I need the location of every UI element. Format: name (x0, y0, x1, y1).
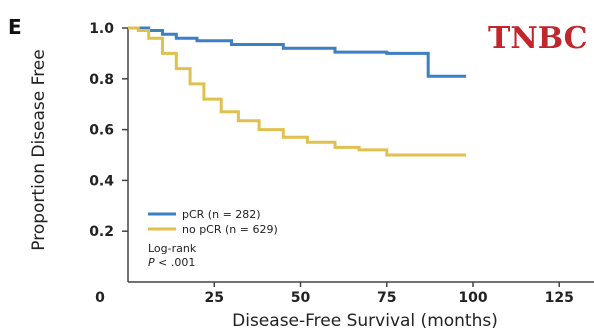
legend-label-no-pcr: no pCR (n = 629) (182, 223, 278, 236)
y-tick-label: 1.0 (89, 21, 114, 37)
axes (127, 28, 594, 283)
x-tick-label: 75 (377, 290, 396, 306)
x-axis-title: Disease-Free Survival (months) (232, 311, 498, 331)
p-value-label: P < .001 (148, 256, 195, 269)
p-symbol: P (148, 256, 155, 269)
series-lines (128, 26, 467, 157)
series-line-no-pcr (128, 26, 467, 157)
legend-label-pcr: pCR (n = 282) (182, 208, 261, 221)
legend: pCR (n = 282) no pCR (n = 629) (148, 208, 278, 236)
logrank-annotation: Log-rank P < .001 (148, 242, 197, 269)
x-ticks: 0 25 50 75 100 125 (95, 282, 574, 306)
logrank-label: Log-rank (148, 242, 197, 255)
x-tick-label: 125 (545, 290, 574, 306)
y-tick-label: 0.8 (89, 72, 114, 88)
x-tick-label: 0 (95, 290, 105, 306)
series-line-pcr (128, 26, 467, 78)
subtype-label: TNBC (488, 21, 588, 56)
x-tick-label: 25 (205, 290, 224, 306)
x-tick-label: 100 (458, 290, 487, 306)
y-tick-label: 0.2 (89, 224, 114, 240)
y-ticks: 0.2 0.4 0.6 0.8 1.0 (89, 21, 128, 240)
y-axis-title: Proportion Disease Free (29, 49, 49, 250)
p-value: < .001 (155, 256, 196, 269)
panel-letter: E (8, 15, 22, 39)
y-tick-label: 0.4 (89, 173, 114, 189)
x-tick-label: 50 (291, 290, 311, 306)
y-tick-label: 0.6 (89, 123, 114, 139)
